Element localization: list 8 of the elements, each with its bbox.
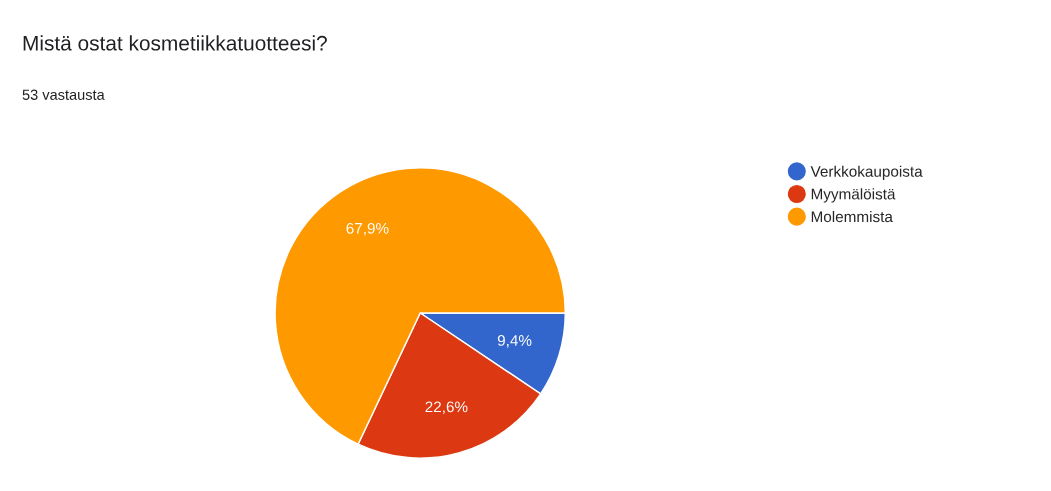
data-label: 22,6%	[425, 401, 468, 415]
legend-label: Molemmista	[811, 210, 893, 223]
legend-label: Myymälöistä	[811, 188, 896, 203]
data-label: 9,4%	[497, 335, 532, 348]
legend-label: Verkkokaupoista	[810, 165, 923, 180]
text: 53 vastausta	[22, 89, 105, 100]
chart-title: Mistä ostat kosmetiikkatuotteesi?	[23, 35, 327, 51]
data-label: 67,9%	[346, 222, 389, 236]
